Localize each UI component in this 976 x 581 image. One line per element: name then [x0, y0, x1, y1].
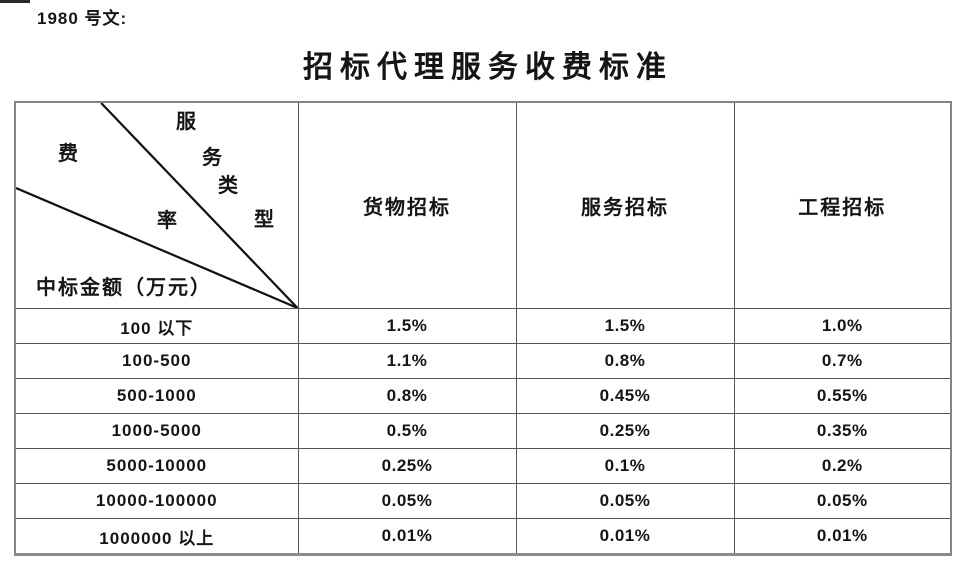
fee-cell: 0.45% [515, 378, 735, 414]
fee-cell: 0.1% [515, 448, 735, 484]
diagonal-divider-lines [16, 103, 298, 308]
corner-cell: 服 务 类 型 费 率 中标金额（万元） [14, 101, 299, 309]
doc-number-label: 1980 号文: [37, 9, 128, 28]
scan-artifact [0, 0, 30, 3]
corner-service-type-char-4: 型 [254, 209, 274, 231]
column-header-goods-bidding: 货物招标 [297, 101, 517, 309]
fee-cell: 0.25% [515, 413, 735, 449]
fee-cell: 0.05% [297, 483, 517, 519]
row-label: 5000-10000 [14, 448, 299, 484]
corner-fee-rate-char-2: 率 [157, 210, 177, 232]
fee-cell: 1.0% [733, 308, 952, 344]
table-row: 1000-5000 0.5% 0.25% 0.35% [14, 413, 952, 449]
corner-service-type-char-3: 类 [218, 175, 238, 197]
row-label: 1000-5000 [14, 413, 299, 449]
fee-cell: 0.2% [733, 448, 952, 484]
fee-cell: 1.5% [297, 308, 517, 344]
table-row: 5000-10000 0.25% 0.1% 0.2% [14, 448, 952, 484]
column-header-engineering-bidding: 工程招标 [733, 101, 952, 309]
row-label: 10000-100000 [14, 483, 299, 519]
column-header-services-bidding: 服务招标 [515, 101, 735, 309]
row-label: 500-1000 [14, 378, 299, 414]
fee-cell: 0.8% [515, 343, 735, 379]
fee-cell: 0.8% [297, 378, 517, 414]
fee-table: 服 务 类 型 费 率 中标金额（万元） 货物招标 服务招标 工程招标 100 … [14, 101, 952, 556]
fee-cell: 0.05% [733, 483, 952, 519]
corner-service-type-char-1: 服 [176, 111, 196, 133]
corner-service-type-char-2: 务 [202, 147, 222, 169]
fee-cell: 0.25% [297, 448, 517, 484]
fee-cell: 0.01% [733, 518, 952, 555]
fee-cell: 0.5% [297, 413, 517, 449]
fee-cell: 1.1% [297, 343, 517, 379]
corner-fee-rate-char-1: 费 [58, 143, 78, 165]
page-title: 招标代理服务收费标准 [303, 51, 673, 84]
fee-cell: 0.7% [733, 343, 952, 379]
row-label: 100 以下 [14, 308, 299, 344]
row-label: 1000000 以上 [14, 518, 299, 555]
fee-cell: 1.5% [515, 308, 735, 344]
table-row: 500-1000 0.8% 0.45% 0.55% [14, 378, 952, 414]
fee-cell: 0.35% [733, 413, 952, 449]
table-row: 10000-100000 0.05% 0.05% 0.05% [14, 483, 952, 519]
table-row: 1000000 以上 0.01% 0.01% 0.01% [14, 518, 952, 555]
table-row: 100 以下 1.5% 1.5% 1.0% [14, 308, 952, 344]
fee-cell: 0.01% [515, 518, 735, 555]
corner-amount-label: 中标金额（万元） [36, 277, 212, 299]
fee-cell: 0.01% [297, 518, 517, 555]
table-header-row: 服 务 类 型 费 率 中标金额（万元） 货物招标 服务招标 工程招标 [14, 101, 952, 309]
table-row: 100-500 1.1% 0.8% 0.7% [14, 343, 952, 379]
row-label: 100-500 [14, 343, 299, 379]
fee-cell: 0.05% [515, 483, 735, 519]
fee-cell: 0.55% [733, 378, 952, 414]
